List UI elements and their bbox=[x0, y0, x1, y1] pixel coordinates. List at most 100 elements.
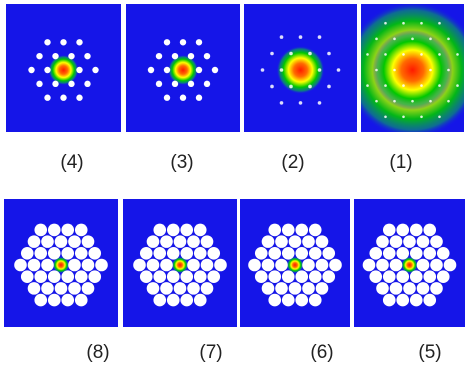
air-hole bbox=[302, 235, 315, 248]
air-hole bbox=[402, 115, 405, 119]
air-hole bbox=[393, 68, 396, 72]
air-hole bbox=[416, 235, 430, 248]
air-hole bbox=[447, 99, 450, 103]
field-plot-3 bbox=[126, 4, 240, 132]
air-hole bbox=[279, 68, 284, 72]
air-hole bbox=[163, 66, 171, 74]
air-hole bbox=[382, 223, 396, 237]
field-core bbox=[172, 257, 188, 273]
air-hole bbox=[81, 282, 95, 295]
air-hole bbox=[54, 235, 68, 248]
air-hole bbox=[279, 35, 284, 39]
air-hole bbox=[261, 258, 275, 272]
field-panel-4 bbox=[6, 4, 121, 132]
air-hole bbox=[44, 66, 51, 74]
air-hole bbox=[315, 235, 329, 248]
air-hole bbox=[288, 235, 302, 248]
field-panel-8 bbox=[4, 199, 118, 327]
air-hole bbox=[139, 247, 153, 260]
air-hole bbox=[295, 270, 309, 283]
air-hole bbox=[200, 235, 214, 248]
air-hole bbox=[61, 247, 75, 260]
air-hole bbox=[423, 223, 437, 237]
air-hole bbox=[329, 258, 342, 272]
air-hole bbox=[52, 80, 59, 88]
air-hole bbox=[61, 293, 75, 307]
air-hole bbox=[81, 258, 95, 272]
air-hole bbox=[146, 282, 160, 295]
air-hole bbox=[281, 223, 295, 237]
air-hole bbox=[180, 247, 194, 260]
air-hole bbox=[295, 223, 309, 237]
air-hole bbox=[366, 53, 369, 56]
air-hole bbox=[281, 270, 295, 283]
air-hole bbox=[84, 80, 91, 88]
air-hole bbox=[456, 84, 459, 87]
air-hole bbox=[369, 247, 383, 260]
air-hole bbox=[389, 235, 403, 248]
air-hole bbox=[308, 51, 312, 56]
air-hole bbox=[254, 247, 268, 260]
air-hole bbox=[34, 247, 48, 260]
air-hole bbox=[416, 258, 430, 272]
air-hole bbox=[74, 293, 88, 307]
air-hole bbox=[315, 258, 329, 272]
air-hole bbox=[47, 293, 61, 307]
air-hole bbox=[362, 258, 376, 272]
air-hole bbox=[47, 247, 61, 260]
air-hole bbox=[317, 35, 322, 39]
air-hole bbox=[429, 99, 432, 103]
air-hole bbox=[153, 223, 167, 237]
air-hole bbox=[447, 37, 450, 41]
air-hole bbox=[289, 84, 293, 89]
air-hole bbox=[270, 51, 274, 56]
field-core bbox=[48, 55, 79, 85]
air-hole bbox=[200, 282, 214, 295]
air-hole bbox=[438, 84, 441, 87]
field-core bbox=[287, 257, 303, 273]
air-hole bbox=[20, 247, 34, 260]
air-hole bbox=[382, 293, 396, 307]
air-hole bbox=[187, 80, 195, 88]
air-hole bbox=[315, 282, 329, 295]
air-hole bbox=[68, 282, 81, 295]
air-hole bbox=[420, 115, 423, 119]
air-hole bbox=[275, 258, 288, 272]
air-hole bbox=[409, 247, 423, 260]
air-hole bbox=[84, 52, 91, 60]
air-hole bbox=[180, 223, 194, 237]
air-hole bbox=[308, 293, 322, 307]
air-hole bbox=[173, 282, 187, 295]
air-hole bbox=[402, 53, 405, 56]
field-plot-2 bbox=[244, 4, 357, 132]
field-core bbox=[401, 257, 418, 273]
air-hole bbox=[76, 66, 83, 74]
field-plot-5 bbox=[354, 199, 465, 327]
air-hole bbox=[420, 53, 423, 56]
air-hole bbox=[275, 282, 288, 295]
air-hole bbox=[281, 293, 295, 307]
air-hole bbox=[438, 21, 441, 25]
air-hole bbox=[429, 37, 432, 41]
air-hole bbox=[88, 270, 102, 283]
air-hole bbox=[28, 66, 35, 74]
air-hole bbox=[327, 51, 331, 56]
air-hole bbox=[171, 80, 179, 88]
air-hole bbox=[207, 247, 221, 260]
air-hole bbox=[27, 258, 41, 272]
air-hole bbox=[74, 223, 88, 237]
air-hole bbox=[146, 258, 160, 272]
air-hole bbox=[160, 258, 173, 272]
air-hole bbox=[430, 258, 443, 272]
air-hole bbox=[375, 68, 378, 72]
air-hole bbox=[403, 235, 416, 248]
air-hole bbox=[436, 247, 450, 260]
air-hole bbox=[27, 235, 41, 248]
air-hole bbox=[366, 84, 369, 87]
air-hole bbox=[302, 282, 315, 295]
caption-5: (5) bbox=[418, 342, 442, 363]
air-hole bbox=[47, 270, 61, 283]
air-hole bbox=[139, 270, 153, 283]
air-hole bbox=[411, 99, 414, 103]
air-hole bbox=[403, 282, 416, 295]
